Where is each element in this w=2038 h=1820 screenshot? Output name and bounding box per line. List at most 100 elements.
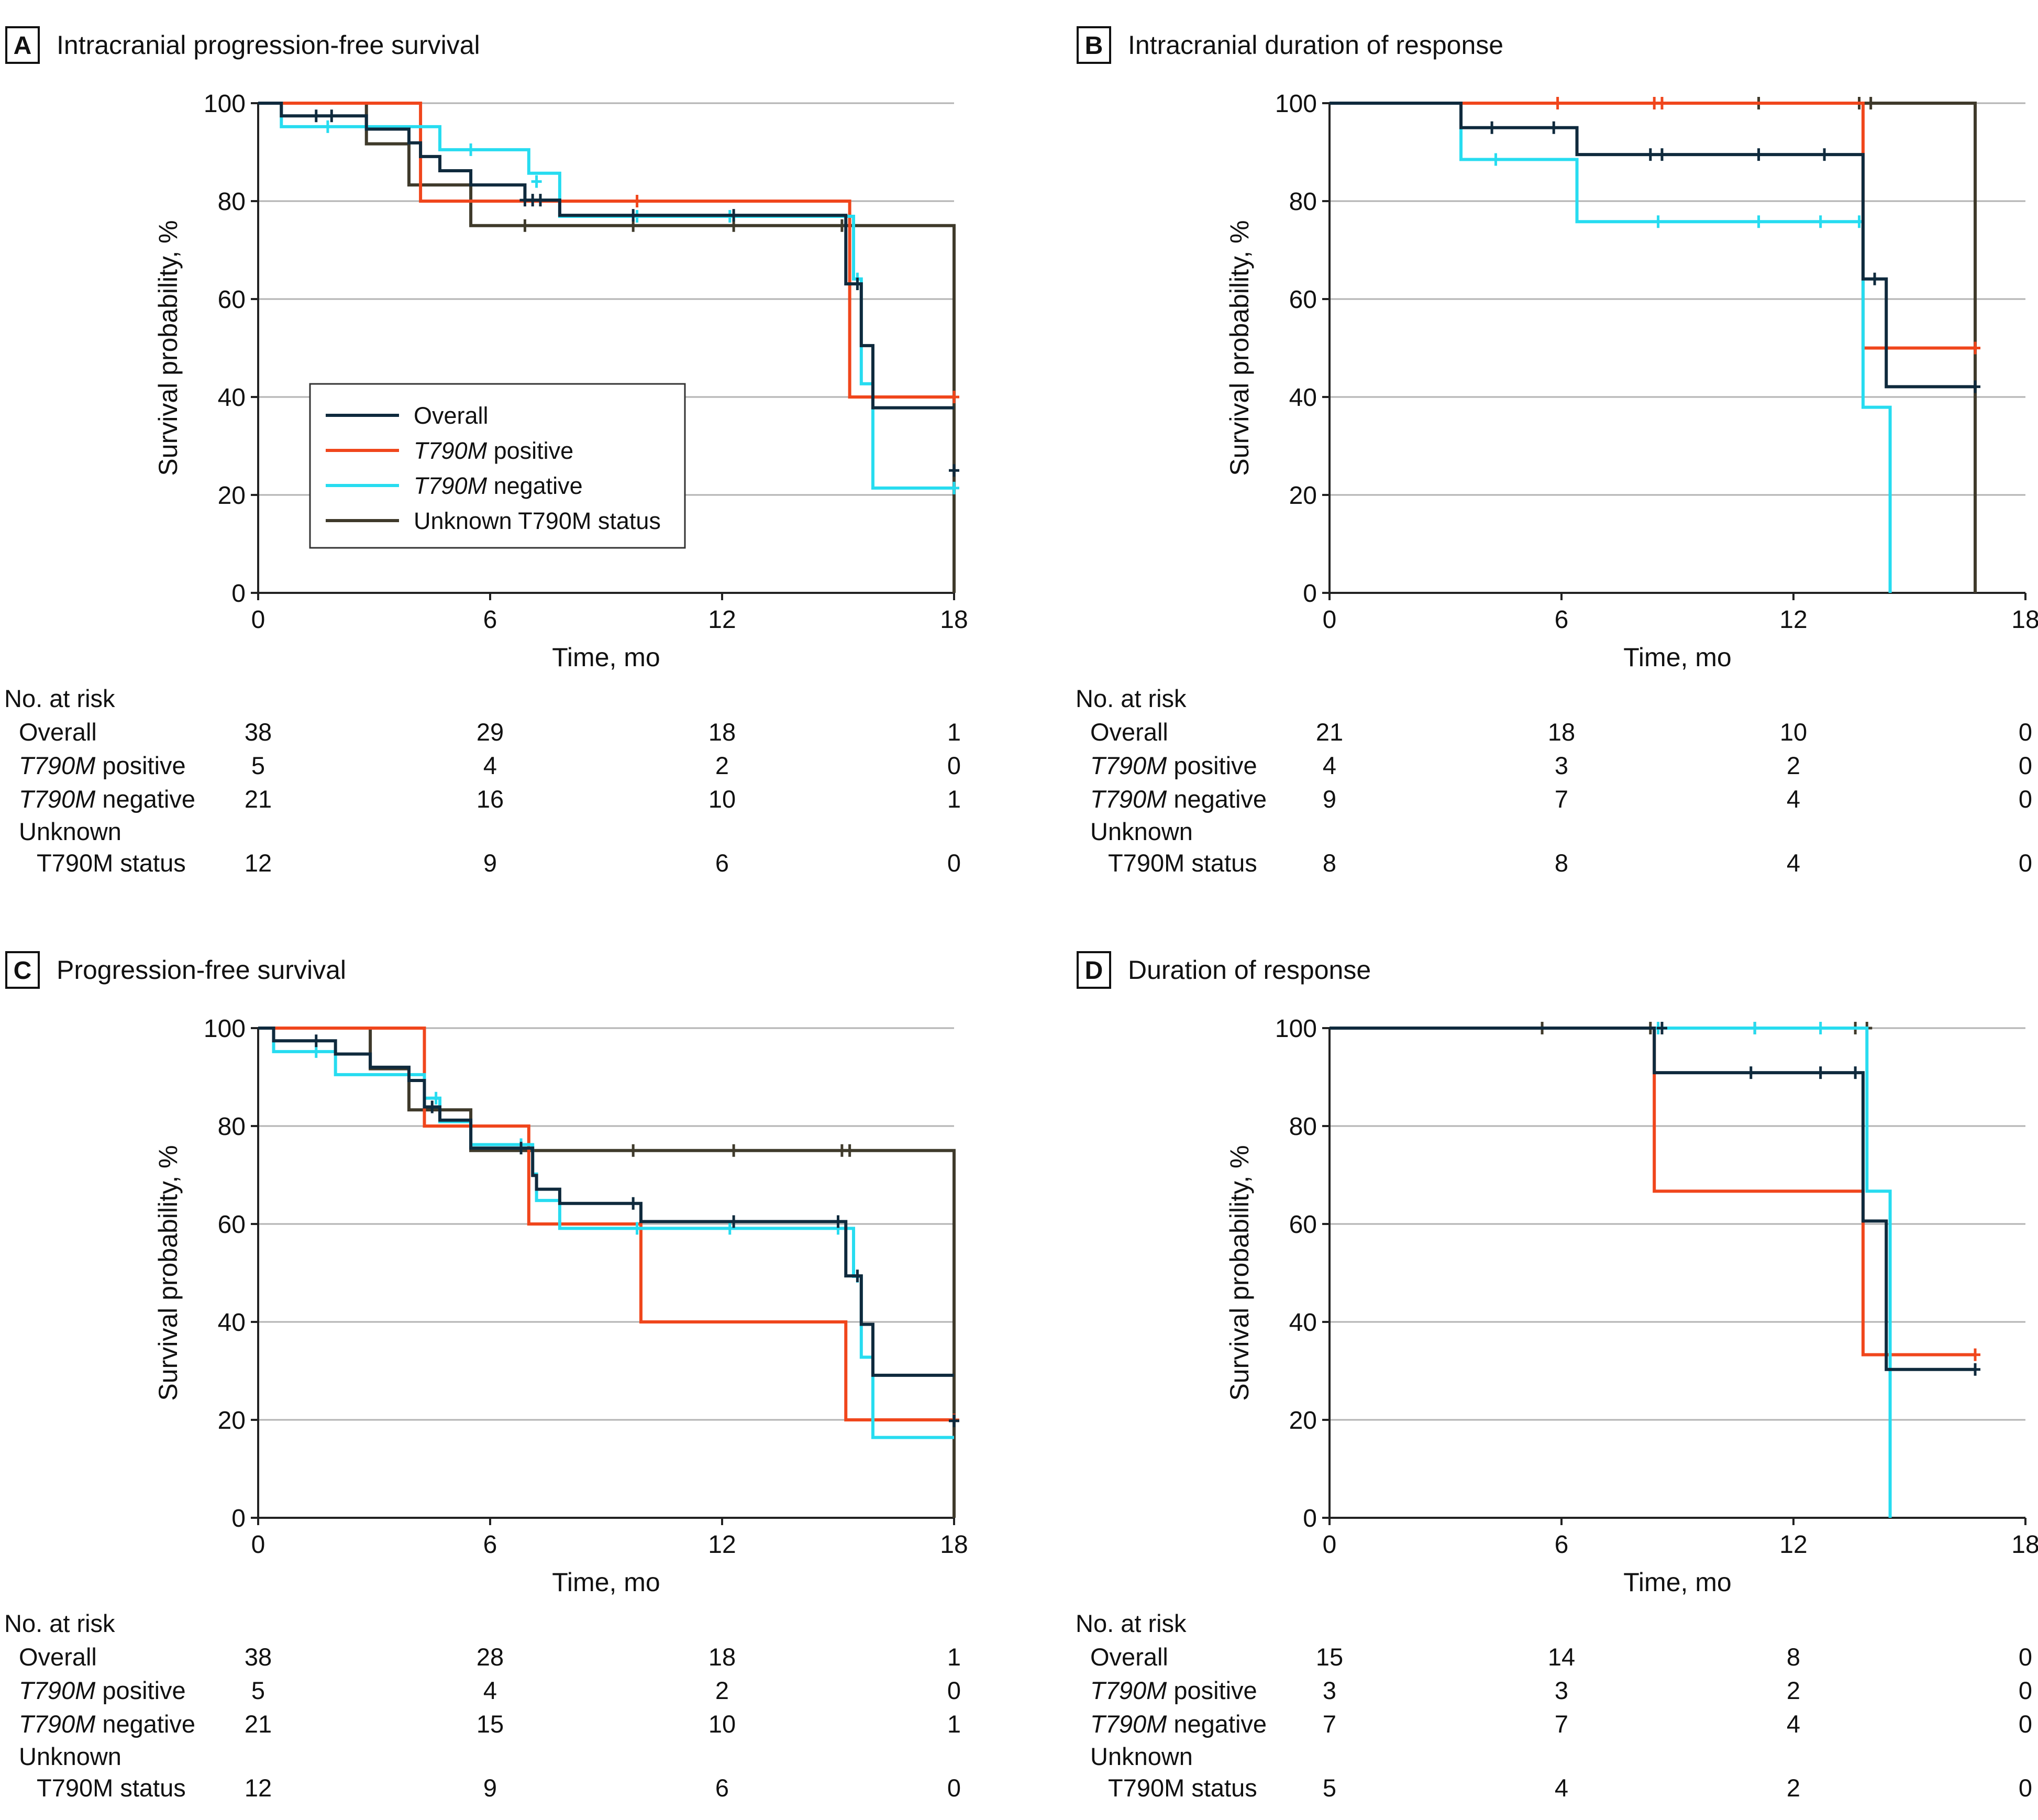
censor-mark-t790m-positive — [1970, 341, 1981, 355]
risk-count-overall: 0 — [2019, 718, 2032, 746]
curve-t790m-negative — [1330, 1027, 1892, 1518]
risk-count-negative: 7 — [1555, 1710, 1568, 1738]
risk-count-overall: 18 — [1548, 718, 1575, 746]
panel-a: A Intracranial progression-free survival 0… — [4, 26, 968, 877]
legend-label-t790m-negative-part-0: T790M — [414, 472, 488, 499]
legend-label-overall-part-0: Overall — [414, 402, 489, 429]
y-tick-label: 40 — [1289, 1309, 1317, 1337]
risk-count-unknown: 12 — [245, 1774, 272, 1802]
censor-mark-t790m-negative — [1653, 215, 1664, 228]
risk-count-overall: 18 — [708, 1643, 736, 1671]
risk-row-label-overall-part-0: Overall — [19, 1643, 97, 1671]
risk-count-unknown: 0 — [2019, 1774, 2032, 1802]
risk-count-overall: 21 — [1316, 718, 1343, 746]
risk-count-unknown: 0 — [2019, 849, 2032, 877]
censor-mark-t790m-negative — [949, 481, 959, 494]
risk-count-unknown: 2 — [1787, 1774, 1800, 1802]
censor-mark-overall — [1753, 148, 1764, 161]
risk-row-label-positive: T790M positive — [1090, 752, 1257, 779]
risk-count-negative: 10 — [708, 785, 736, 813]
risk-row-label-overall-part-0: Overall — [1090, 718, 1168, 746]
risk-count-unknown: 8 — [1555, 849, 1568, 877]
risk-row-label-positive: T790M positive — [19, 752, 186, 779]
y-tick-label: 100 — [1275, 1015, 1317, 1043]
risk-row-label-positive-part-0: T790M — [1090, 752, 1167, 779]
censor-mark-overall — [1487, 121, 1498, 134]
risk-count-overall: 0 — [2019, 1643, 2032, 1671]
y-tick-label: 80 — [1289, 1113, 1317, 1141]
x-axis-label: Time, mo — [1623, 643, 1732, 672]
risk-count-unknown: 9 — [483, 849, 497, 877]
risk-row-label-positive-part-0: T790M — [1090, 1676, 1167, 1704]
risk-count-negative: 0 — [2019, 1710, 2032, 1738]
curve-overall — [1330, 102, 1976, 389]
censor-mark-t790m-negative — [311, 1045, 322, 1058]
risk-row-label-unknown-line2: T790M status — [1108, 1774, 1257, 1802]
risk-count-negative: 1 — [947, 1710, 961, 1738]
curve-t790m-negative — [258, 102, 954, 490]
x-tick-label: 0 — [251, 1531, 265, 1559]
panel-title: Progression-free survival — [57, 955, 346, 985]
y-tick-label: 100 — [1275, 90, 1317, 118]
censor-mark-t790m-negative — [430, 1091, 441, 1105]
y-tick-label: 80 — [218, 188, 246, 216]
risk-count-positive: 0 — [947, 752, 961, 779]
risk-count-unknown: 4 — [1555, 1774, 1568, 1802]
risk-count-positive: 5 — [251, 752, 265, 779]
risk-count-overall: 38 — [245, 1643, 272, 1671]
y-tick-label: 40 — [218, 1309, 246, 1337]
risk-count-overall: 10 — [1780, 718, 1807, 746]
censor-mark-overall — [1970, 1363, 1981, 1376]
censor-mark-overall — [852, 278, 863, 291]
x-axis-label: Time, mo — [1623, 1568, 1732, 1597]
x-tick-label: 12 — [1779, 1531, 1807, 1559]
risk-row-label-positive-part-0: T790M — [19, 1676, 96, 1704]
risk-count-positive: 0 — [2019, 752, 2032, 779]
censor-mark-overall — [1645, 148, 1656, 161]
censor-mark-t790m-negative — [466, 143, 477, 156]
panel-b: B Intracranial duration of response020406… — [1076, 26, 2038, 877]
censor-mark-overall — [728, 209, 739, 222]
risk-row-label-negative-part-0: T790M — [1090, 1710, 1167, 1738]
risk-count-positive: 4 — [483, 1676, 497, 1704]
legend-label-unknown: Unknown T790M status — [414, 508, 661, 534]
censor-mark-t790m-positive — [1970, 1348, 1981, 1361]
censor-mark-overall — [949, 1414, 959, 1427]
censor-mark-overall — [852, 1270, 863, 1283]
risk-row-label-positive-part-0: T790M — [19, 752, 96, 779]
censor-mark-t790m-negative — [322, 120, 333, 133]
y-tick-label: 40 — [218, 384, 246, 412]
censor-mark-unknown — [1865, 97, 1876, 109]
censor-mark-t790m-negative — [1749, 1022, 1760, 1034]
curve-overall — [1330, 1027, 1976, 1371]
risk-row-label-negative: T790M negative — [1090, 785, 1267, 813]
risk-count-positive: 4 — [1323, 752, 1336, 779]
y-tick-label: 100 — [204, 90, 246, 118]
x-tick-label: 18 — [940, 606, 968, 634]
risk-count-overall: 1 — [947, 718, 961, 746]
censor-mark-overall — [949, 464, 959, 477]
risk-count-positive: 2 — [1787, 752, 1800, 779]
risk-row-label-negative-part-0: T790M — [19, 785, 96, 813]
risk-row-label-positive-part-1: positive — [1167, 752, 1257, 779]
censor-mark-unknown — [844, 1144, 855, 1157]
censor-mark-t790m-negative — [724, 1222, 735, 1235]
censor-mark-overall — [311, 109, 322, 123]
risk-row-label-overall-part-0: Overall — [19, 718, 97, 746]
censor-mark-overall — [833, 1215, 844, 1228]
risk-row-label-positive-part-1: positive — [95, 1676, 185, 1704]
risk-table: No. at risk Overall 38 28 18 1 T790M positive 5… — [4, 1609, 961, 1802]
risk-row-label-overall: Overall — [1090, 1643, 1168, 1671]
x-tick-label: 18 — [940, 1531, 968, 1559]
censor-mark-overall — [1850, 1066, 1861, 1079]
x-tick-label: 12 — [708, 1531, 736, 1559]
risk-table: No. at risk Overall 15 14 8 0 T790M positive 3 3… — [1076, 1609, 2032, 1802]
x-tick-label: 0 — [251, 606, 265, 634]
legend-label-t790m-negative-part-1: negative — [487, 472, 583, 499]
y-tick-label: 20 — [218, 482, 246, 510]
risk-count-overall: 8 — [1787, 1643, 1800, 1671]
risk-row-label-positive: T790M positive — [1090, 1676, 1257, 1704]
risk-row-label-negative-part-1: negative — [1167, 785, 1267, 813]
censor-mark-overall — [1548, 121, 1559, 134]
